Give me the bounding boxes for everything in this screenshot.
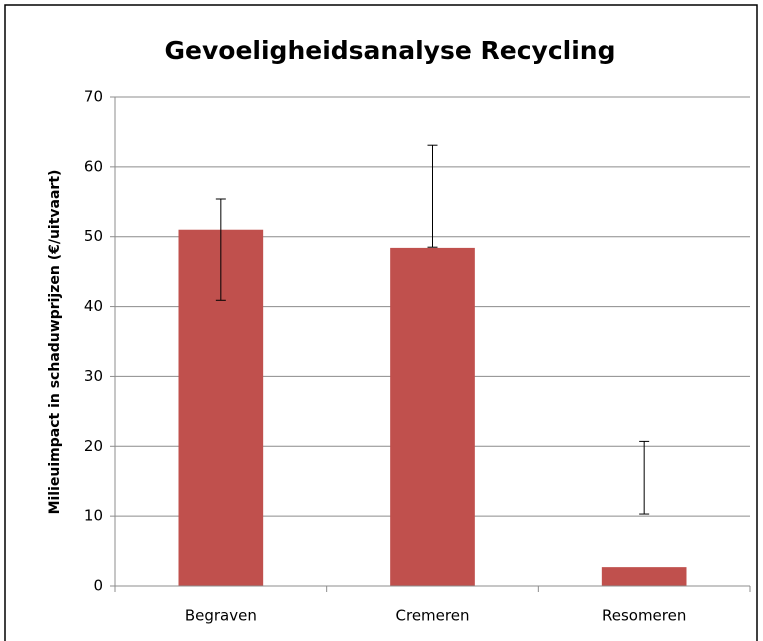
y-tick-label: 60 bbox=[84, 157, 103, 175]
y-tick-label: 50 bbox=[84, 227, 103, 245]
y-tick-label: 10 bbox=[84, 507, 103, 525]
y-tick-label: 70 bbox=[84, 88, 103, 106]
bar bbox=[601, 567, 687, 586]
y-tick-label: 40 bbox=[84, 297, 103, 315]
x-tick-label: Cremeren bbox=[396, 607, 470, 625]
x-tick-label: Resomeren bbox=[602, 607, 686, 625]
x-tick-label: Begraven bbox=[185, 607, 257, 625]
y-tick-label: 0 bbox=[93, 577, 103, 595]
y-tick-label: 30 bbox=[84, 367, 103, 385]
chart-frame bbox=[4, 4, 758, 641]
bar bbox=[390, 247, 475, 587]
y-axis-label: Milieuimpact in schaduwprijzen (€/uitvaa… bbox=[47, 170, 63, 515]
chart-title: Gevoeligheidsanalyse Recycling bbox=[165, 36, 616, 65]
y-tick-label: 20 bbox=[84, 437, 103, 455]
